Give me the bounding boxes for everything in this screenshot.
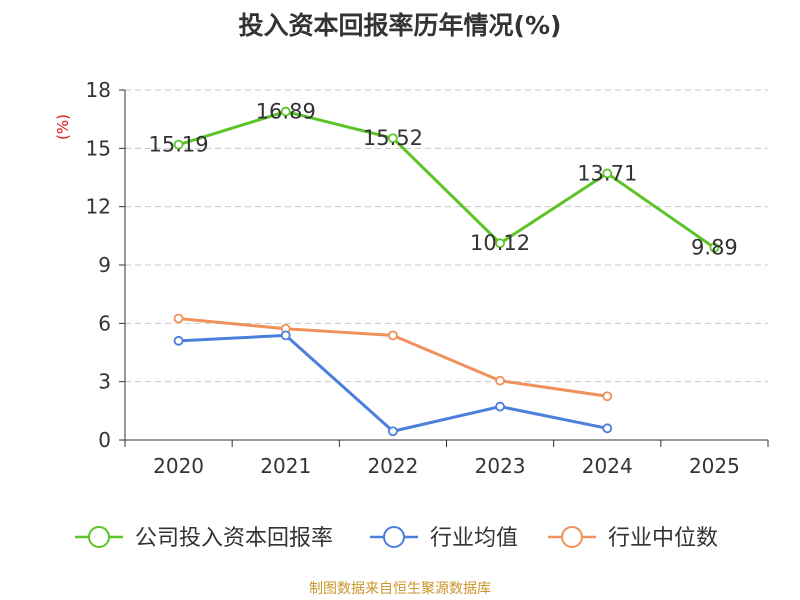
data-label: 16.89	[256, 100, 316, 124]
legend-marker	[561, 526, 583, 548]
x-tick-label: 2025	[689, 454, 740, 478]
x-tick-label: 2021	[260, 454, 311, 478]
data-label: 15.52	[363, 126, 423, 150]
y-tick-label: 9	[98, 253, 111, 277]
data-point	[602, 168, 613, 179]
data-point	[173, 335, 184, 346]
y-axis-unit: (%)	[54, 114, 72, 140]
legend-label: 公司投入资本回报率	[135, 526, 333, 551]
data-point	[388, 133, 398, 144]
x-tick-label: 2024	[582, 454, 633, 478]
chart-title: 投入资本回报率历年情况(%)	[238, 11, 562, 40]
legend-marker	[383, 526, 405, 548]
data-point	[280, 106, 291, 117]
data-point	[602, 391, 613, 402]
data-point	[495, 401, 505, 412]
x-tick-label: 2020	[153, 454, 204, 478]
y-tick-label: 15	[86, 136, 111, 160]
series-line	[178, 316, 608, 398]
data-label: 10.12	[470, 231, 530, 255]
y-tick-label: 6	[98, 311, 111, 335]
data-point	[280, 330, 291, 341]
data-point	[388, 330, 398, 341]
data-source-note: 制图数据来自恒生聚源数据库	[309, 581, 491, 597]
data-label: 9.89	[691, 236, 738, 260]
data-point	[709, 242, 720, 253]
legend-label: 行业中位数	[608, 526, 718, 551]
data-point	[495, 375, 505, 386]
y-tick-label: 3	[98, 370, 111, 394]
y-tick-label: 0	[98, 428, 111, 452]
series-line	[178, 110, 716, 249]
legend-marker	[88, 526, 110, 548]
y-tick-label: 18	[86, 78, 111, 102]
data-point	[495, 238, 505, 249]
x-tick-label: 2023	[475, 454, 526, 478]
series-line	[178, 333, 608, 433]
legend-label: 行业均值	[430, 526, 518, 551]
data-point	[173, 139, 184, 150]
x-tick-label: 2022	[367, 454, 418, 478]
y-tick-label: 12	[86, 195, 111, 219]
data-label: 13.71	[577, 161, 637, 185]
data-point	[173, 313, 184, 324]
data-point	[602, 423, 613, 434]
data-point	[388, 426, 398, 437]
data-label: 15.19	[149, 133, 209, 157]
